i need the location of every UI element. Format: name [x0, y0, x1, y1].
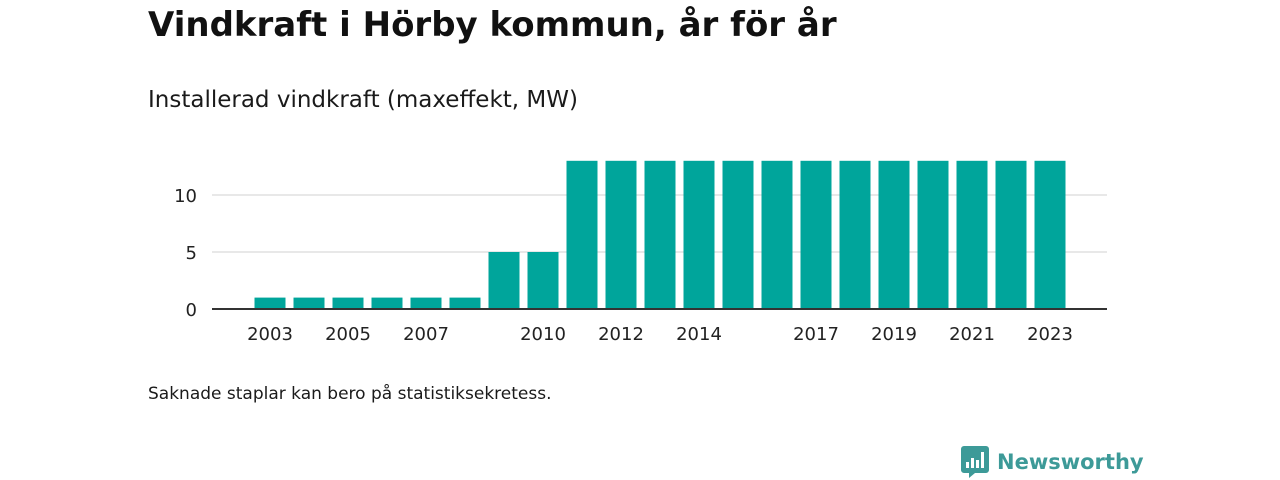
- bar-2004: [293, 297, 325, 309]
- bars: [254, 160, 1066, 309]
- bar-2008: [449, 297, 481, 309]
- bar-2012: [605, 160, 637, 309]
- bar-2020: [917, 160, 949, 309]
- x-tick-label: 2021: [949, 324, 995, 345]
- bar-2003: [254, 297, 286, 309]
- bar-2018: [839, 160, 871, 309]
- footnote: Saknade staplar kan bero på statistiksek…: [148, 384, 552, 404]
- x-tick-label: 2012: [598, 324, 644, 345]
- x-tick-label: 2010: [520, 324, 566, 345]
- chart-title: Vindkraft i Hörby kommun, år för år: [148, 5, 837, 45]
- bar-2006: [371, 297, 403, 309]
- x-tick-label: 2005: [325, 324, 371, 345]
- bar-2015: [722, 160, 754, 309]
- x-tick-label: 2007: [403, 324, 449, 345]
- bar-2019: [878, 160, 910, 309]
- bar-2013: [644, 160, 676, 309]
- bar-2011: [566, 160, 598, 309]
- bar-2017: [800, 160, 832, 309]
- x-tick-label: 2017: [793, 324, 839, 345]
- newsworthy-logo-icon: [961, 446, 989, 478]
- bar-2007: [410, 297, 442, 309]
- x-tick-label: 2014: [676, 324, 722, 345]
- bar-2022: [995, 160, 1027, 309]
- y-tick-label: 5: [186, 243, 197, 264]
- x-tick-label: 2023: [1027, 324, 1073, 345]
- bar-2021: [956, 160, 988, 309]
- bar-2016: [761, 160, 793, 309]
- bar-2010: [527, 252, 559, 309]
- x-tick-label: 2019: [871, 324, 917, 345]
- brand-name: Newsworthy: [997, 450, 1144, 474]
- bar-2005: [332, 297, 364, 309]
- y-tick-label: 0: [186, 300, 197, 321]
- chart-subtitle: Installerad vindkraft (maxeffekt, MW): [148, 87, 578, 113]
- brand: Newsworthy: [961, 446, 1144, 478]
- bar-2009: [488, 252, 520, 309]
- bar-2023: [1034, 160, 1066, 309]
- x-tick-label: 2003: [247, 324, 293, 345]
- tick-labels: 0 5 10 2003 2005 2007 2010 2012 2014 2017 2019 2021…: [174, 186, 1073, 345]
- bar-2014: [683, 160, 715, 309]
- y-tick-label: 10: [174, 186, 197, 207]
